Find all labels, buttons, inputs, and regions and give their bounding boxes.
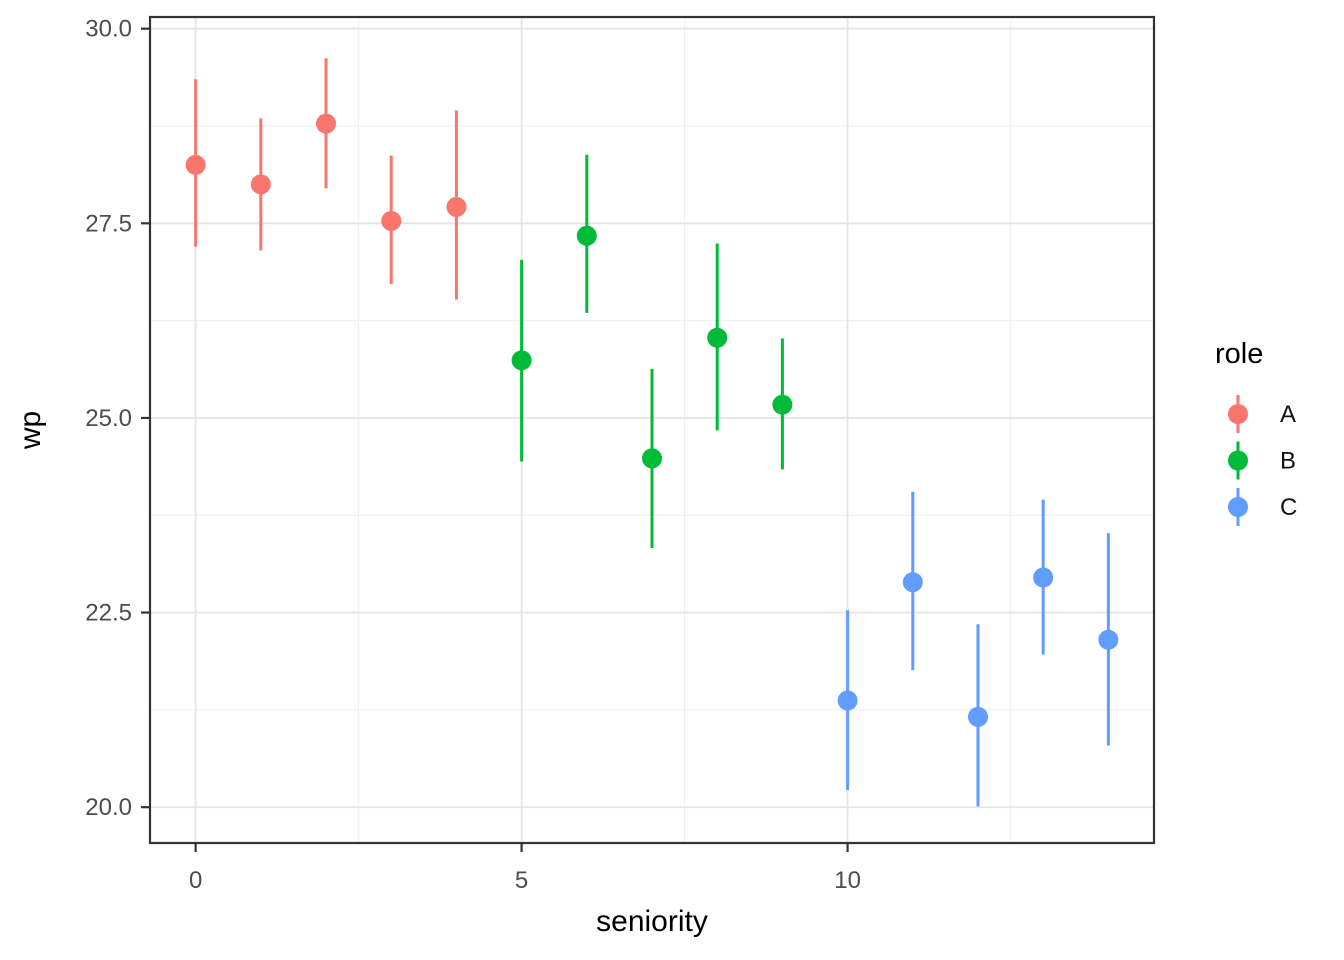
legend-entries: ABC xyxy=(1228,395,1297,526)
y-tick-label: 30.0 xyxy=(85,16,132,43)
y-axis-title: wp xyxy=(14,411,47,450)
y-tick-label: 20.0 xyxy=(85,794,132,821)
point xyxy=(576,225,597,246)
panel-border-rect xyxy=(148,15,1156,845)
axis-tick-marks xyxy=(141,27,849,852)
point xyxy=(381,210,402,231)
point xyxy=(707,327,728,348)
point xyxy=(1098,629,1119,650)
axis-tick-labels: 0 5 10 20.0 22.5 25.0 27.5 30.0 xyxy=(85,16,861,894)
series-B xyxy=(511,154,793,548)
point xyxy=(316,113,337,134)
x-tick-label: 0 xyxy=(189,867,202,894)
pointrange-series-layer xyxy=(185,58,1119,807)
legend-entry-B: B xyxy=(1228,441,1296,480)
x-tick-label: 10 xyxy=(834,867,861,894)
legend-entry-A: A xyxy=(1228,395,1296,433)
plot-panel-border xyxy=(148,15,1156,845)
point xyxy=(446,196,467,217)
y-tick-label: 22.5 xyxy=(85,600,132,627)
legend-entry-label: A xyxy=(1280,401,1296,428)
legend-key-point xyxy=(1228,497,1248,517)
legend-key-point xyxy=(1228,450,1248,471)
legend-entry-C: C xyxy=(1228,488,1297,526)
y-tick-label: 25.0 xyxy=(85,405,132,432)
point xyxy=(772,394,793,415)
point xyxy=(1033,567,1054,588)
point xyxy=(511,350,532,371)
x-axis-title: seniority xyxy=(596,905,708,938)
point xyxy=(642,448,662,469)
legend-title: role xyxy=(1215,338,1263,370)
point xyxy=(837,690,858,711)
point xyxy=(185,154,206,175)
legend: role ABC xyxy=(1215,338,1297,526)
legend-entry-label: C xyxy=(1280,494,1297,521)
point xyxy=(967,706,988,727)
y-tick-label: 27.5 xyxy=(85,210,132,237)
legend-entry-label: B xyxy=(1280,448,1296,475)
series-A xyxy=(185,58,467,300)
point xyxy=(902,572,923,593)
point xyxy=(250,174,271,195)
minor-gridlines xyxy=(150,17,1154,843)
series-C xyxy=(837,491,1119,807)
legend-key-point xyxy=(1228,404,1248,424)
x-tick-label: 5 xyxy=(515,867,528,894)
